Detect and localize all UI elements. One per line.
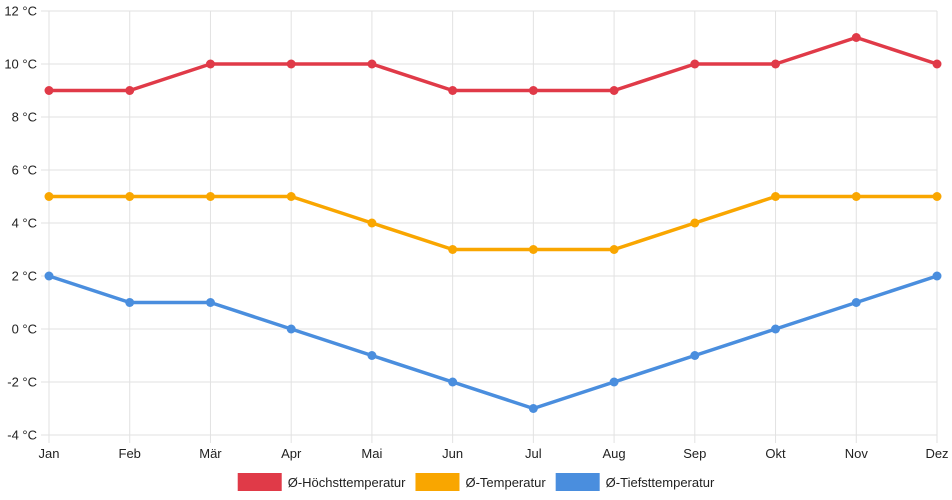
data-point <box>367 218 377 228</box>
data-point <box>125 192 135 201</box>
data-point <box>367 351 377 360</box>
legend-item[interactable]: Ø-Tiefsttemperatur <box>555 473 715 491</box>
series-line <box>47 35 939 93</box>
y-tick-label: 2 °C <box>12 269 37 284</box>
x-tick-label: Okt <box>765 446 786 461</box>
x-tick-label: Sep <box>683 446 706 461</box>
x-tick-label: Jan <box>39 446 60 461</box>
data-point <box>44 192 54 201</box>
x-tick-label: Jun <box>442 446 463 461</box>
data-point <box>932 271 942 281</box>
legend-swatch <box>237 473 282 491</box>
data-point <box>851 192 861 201</box>
data-point <box>528 404 538 413</box>
data-point <box>448 245 458 254</box>
x-tick-label: Dez <box>925 446 948 461</box>
y-axis-ticks: 12 °C 10 °C 8 °C 6 °C 4 °C 2 °C 0 °C -2 °C -4 °C <box>4 4 37 443</box>
x-tick-label: Nov <box>845 446 869 461</box>
series-0 <box>44 33 942 95</box>
data-point <box>609 86 619 95</box>
data-point <box>205 298 215 307</box>
y-tick-label: -4 °C <box>7 428 37 443</box>
x-tick-label: Feb <box>119 446 141 461</box>
legend: Ø-Höchsttemperatur Ø-Temperatur Ø-Tiefstte… <box>237 473 715 491</box>
data-point <box>448 86 458 95</box>
data-point <box>125 298 135 307</box>
data-point <box>528 86 538 95</box>
series-layer <box>44 33 942 413</box>
legend-label: Ø-Tiefsttemperatur <box>606 475 715 490</box>
data-point <box>690 218 700 228</box>
y-tick-label: 10 °C <box>4 57 37 72</box>
y-tick-label: 4 °C <box>12 216 37 231</box>
legend-item[interactable]: Ø-Höchsttemperatur <box>237 473 406 491</box>
data-point <box>609 377 619 387</box>
data-point <box>932 192 942 201</box>
data-point <box>286 59 296 69</box>
x-tick-label: Aug <box>603 446 626 461</box>
legend-item[interactable]: Ø-Temperatur <box>415 473 546 491</box>
data-point <box>286 192 296 201</box>
data-point <box>771 59 781 69</box>
legend-swatch <box>415 473 460 491</box>
series-line <box>47 274 939 411</box>
data-point <box>125 86 135 95</box>
legend-swatch <box>555 473 600 491</box>
y-tick-label: 8 °C <box>12 110 37 125</box>
x-tick-label: Jul <box>525 446 542 461</box>
x-tick-label: Mai <box>361 446 382 461</box>
data-point <box>205 192 215 201</box>
series-1 <box>44 192 942 254</box>
data-point <box>771 324 781 334</box>
y-tick-label: 6 °C <box>12 163 37 178</box>
data-point <box>690 351 700 360</box>
data-point <box>286 324 296 334</box>
data-point <box>44 271 54 281</box>
series-2 <box>44 271 942 413</box>
data-point <box>851 298 861 307</box>
y-tick-label: 12 °C <box>4 4 37 19</box>
x-tick-label: Mär <box>199 446 222 461</box>
data-point <box>690 59 700 69</box>
series-line <box>47 194 939 252</box>
x-axis-ticks: Jan Feb Mär Apr Mai Jun Jul Aug Sep Okt Nov Dez <box>39 446 949 461</box>
legend-label: Ø-Höchsttemperatur <box>288 475 406 490</box>
x-tick-label: Apr <box>281 446 302 461</box>
data-point <box>367 59 377 69</box>
data-point <box>609 245 619 254</box>
data-point <box>932 59 942 69</box>
y-tick-label: -2 °C <box>7 375 37 390</box>
data-point <box>205 59 215 69</box>
data-point <box>771 192 781 201</box>
data-point <box>851 33 861 42</box>
data-point <box>528 245 538 254</box>
data-point <box>448 377 458 387</box>
data-point <box>44 86 54 95</box>
y-tick-label: 0 °C <box>12 322 37 337</box>
legend-label: Ø-Temperatur <box>465 475 546 490</box>
